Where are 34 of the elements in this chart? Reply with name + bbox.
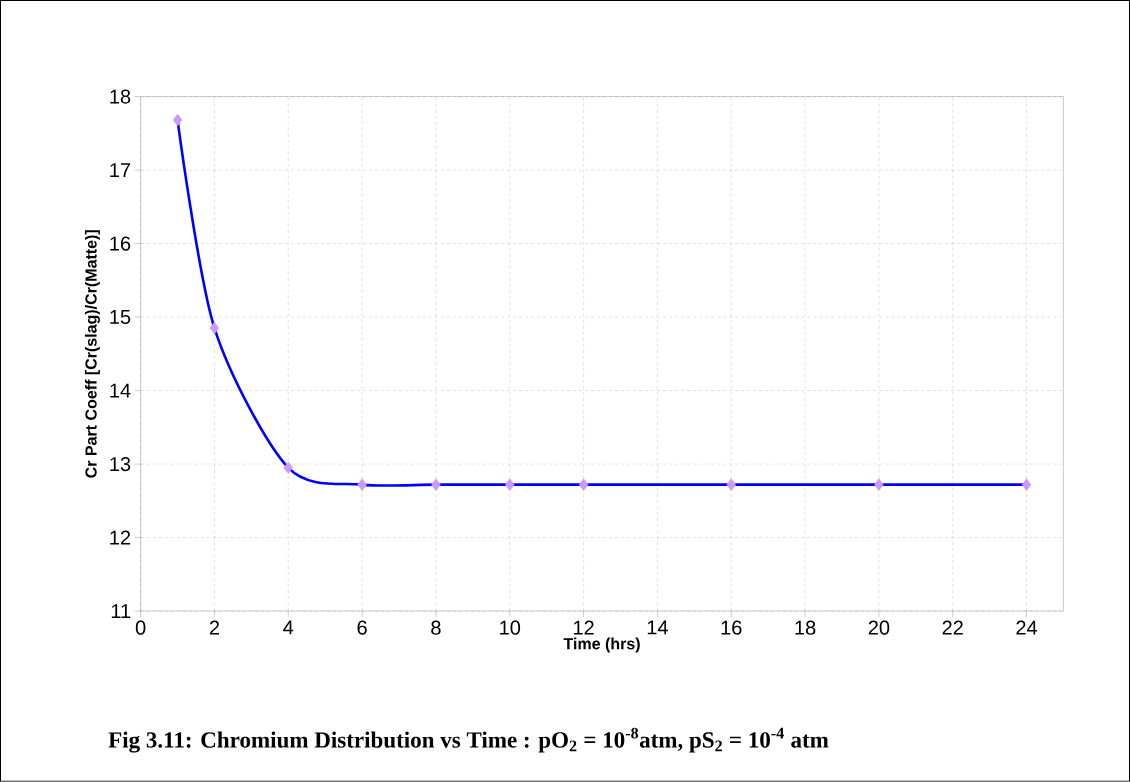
x-tick-label: 24 (1016, 620, 1038, 635)
point (172, 114, 183, 127)
point (726, 478, 736, 491)
y-tick-label: 18 (110, 89, 131, 104)
x-tick-label: 6 (357, 620, 367, 635)
point (431, 478, 441, 491)
point (1021, 478, 1032, 491)
x-tick-label: 2 (209, 620, 220, 635)
y-tick-label: 13 (110, 457, 131, 472)
point (283, 461, 293, 475)
text: Fig 3.11: Chromium Distribution vs Time : pO$_{2}$ = 10$^{-8}$atm, pS$_{2}$ = 10$^{-4}$ atm (108, 727, 829, 753)
x-tick-label: 8 (431, 620, 441, 635)
x-tick-label: 0 (135, 620, 146, 635)
point (357, 478, 367, 491)
x-tick-label: 18 (795, 620, 816, 635)
x-tick-label: 20 (868, 620, 890, 635)
x-tick-label: 16 (721, 620, 742, 635)
y-tick-label: 17 (110, 163, 131, 178)
y-tick-label: 14 (110, 383, 131, 398)
point (505, 478, 515, 491)
x-tick-label: 12 (573, 620, 594, 635)
x-tick-label: 10 (500, 620, 521, 635)
point (578, 478, 589, 491)
x-tick-label: 22 (942, 620, 963, 635)
y-axis-title: Cr Part Coeff [Cr(slag)/Cr(Matte)] (84, 230, 100, 478)
point (874, 478, 884, 491)
x-axis-title: Time (hrs) (563, 637, 640, 653)
point (209, 322, 220, 335)
y-tick-label: 16 (110, 236, 131, 251)
y-tick-label: 15 (110, 310, 131, 325)
y-tick-label: 11 (111, 604, 131, 619)
x-tick-label: 14 (647, 620, 668, 635)
x-tick-label: 4 (283, 620, 294, 635)
y-tick-label: 12 (110, 530, 131, 545)
